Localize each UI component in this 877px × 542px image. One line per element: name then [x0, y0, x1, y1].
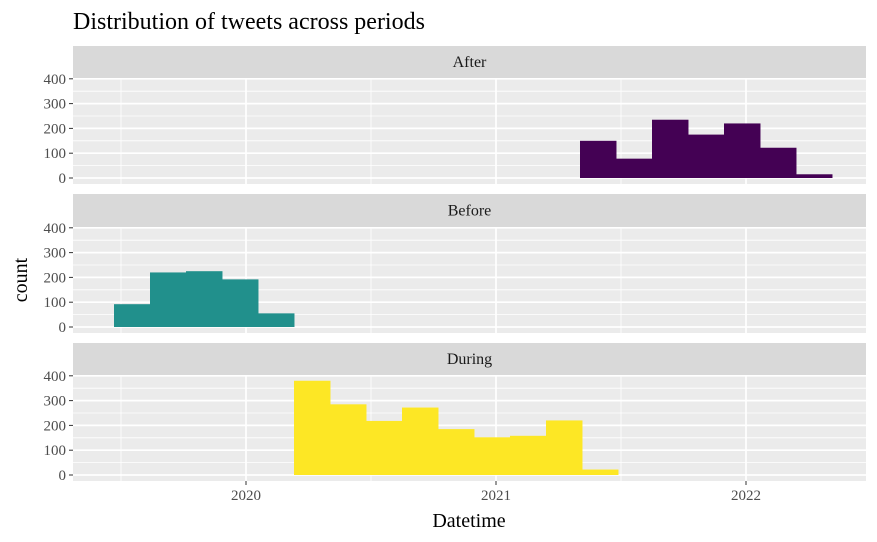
y-tick-label: 300 — [44, 97, 67, 113]
histogram-bar — [580, 140, 617, 178]
y-tick-label: 300 — [44, 394, 67, 410]
x-tick-label: 2021 — [481, 488, 511, 504]
y-tick-label: 0 — [59, 468, 67, 484]
histogram-bar — [366, 420, 403, 475]
y-axis-title: count — [10, 257, 32, 302]
histogram-bar — [222, 279, 259, 327]
facet-strip — [73, 343, 866, 375]
facet-strip-label: After — [453, 54, 487, 71]
histogram-bar — [402, 407, 439, 475]
histogram-bar — [796, 174, 833, 178]
x-tick-label: 2022 — [731, 488, 761, 504]
y-tick-label: 400 — [44, 72, 67, 88]
facet-strip-label: Before — [448, 203, 492, 220]
histogram-bar — [438, 429, 475, 475]
histogram-bar — [150, 272, 187, 327]
histogram-bar — [294, 380, 331, 475]
y-tick-label: 0 — [59, 320, 67, 336]
y-tick-label: 0 — [59, 171, 67, 187]
x-axis: 2020 2021 2022 — [231, 481, 761, 504]
y-tick-label: 100 — [44, 295, 67, 311]
y-tick-label: 100 — [44, 443, 67, 459]
histogram-bar — [582, 469, 619, 475]
x-tick-label: 2020 — [231, 488, 261, 504]
facet-strip — [73, 46, 866, 78]
histogram-bar — [114, 304, 151, 327]
histogram-bar — [186, 271, 223, 327]
histogram-bar — [258, 313, 295, 327]
histogram-bar — [724, 123, 761, 178]
facet-panel-after: After 0 100 200 300 400 — [44, 46, 866, 187]
facet-panels: After0100200300400Before0100200300400Dur… — [44, 46, 866, 484]
y-tick-label: 200 — [44, 270, 67, 286]
y-tick-label: 400 — [44, 369, 67, 385]
y-tick-label: 200 — [44, 121, 67, 137]
facet-strip-label: During — [447, 351, 492, 368]
facet-panel-before: Before 0 100 200 300 400 — [44, 194, 866, 336]
facet-panel-during: During 0 100 200 300 400 — [44, 343, 866, 484]
y-tick-label: 200 — [44, 418, 67, 434]
y-tick-label: 400 — [44, 221, 67, 237]
histogram-bar — [510, 435, 547, 475]
y-tick-label: 300 — [44, 246, 67, 262]
histogram-bar — [330, 404, 367, 475]
histogram-bar — [760, 147, 797, 178]
histogram-bar — [652, 119, 689, 178]
chart-title: Distribution of tweets across periods — [73, 9, 425, 35]
histogram-bar — [688, 134, 725, 178]
histogram-bar — [616, 158, 653, 178]
y-tick-label: 100 — [44, 146, 67, 162]
x-axis-title: Datetime — [432, 510, 505, 532]
facet-strip — [73, 194, 866, 227]
histogram-bar — [474, 437, 511, 475]
histogram-bar — [546, 420, 583, 475]
